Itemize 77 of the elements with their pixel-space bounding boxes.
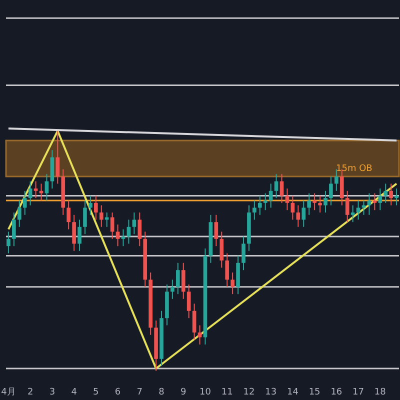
candlestick bbox=[50, 150, 54, 189]
x-tick-label: 6 bbox=[114, 388, 121, 398]
candlestick bbox=[285, 188, 290, 211]
candlestick bbox=[88, 195, 92, 216]
candlestick bbox=[220, 231, 224, 268]
candlestick bbox=[170, 279, 174, 300]
x-tick-label: 16 bbox=[330, 388, 342, 398]
candlestick bbox=[252, 200, 256, 220]
x-tick-label: 11 bbox=[221, 388, 233, 398]
candlestick bbox=[132, 212, 136, 235]
x-tick-label: 8 bbox=[158, 388, 165, 398]
x-tick-label: 15 bbox=[308, 388, 320, 398]
candlestick bbox=[214, 214, 218, 247]
candlestick bbox=[324, 190, 328, 213]
candlestick bbox=[121, 228, 126, 247]
x-tick-label: 13 bbox=[265, 388, 277, 398]
candlestick bbox=[72, 214, 76, 252]
candlestick bbox=[17, 200, 22, 228]
x-tick-label: 7 bbox=[136, 388, 143, 398]
candlestick bbox=[242, 236, 246, 271]
candlestick bbox=[389, 183, 393, 206]
candlestick bbox=[307, 192, 311, 216]
x-tick-label: 14 bbox=[286, 388, 299, 398]
candlestick bbox=[198, 324, 202, 345]
candlestick bbox=[236, 255, 240, 295]
candlestick bbox=[290, 195, 295, 220]
candlestick bbox=[384, 183, 388, 204]
x-tick-label: 5 bbox=[93, 388, 99, 398]
annotation: 15m OB bbox=[336, 164, 372, 174]
candlestick bbox=[39, 183, 44, 201]
x-tick-label: 17 bbox=[352, 388, 364, 398]
candlestick bbox=[66, 200, 70, 230]
x-tick-label: 2 bbox=[27, 388, 34, 398]
candlestick bbox=[181, 262, 186, 300]
x-tick-label: 3 bbox=[49, 388, 56, 398]
candlestick bbox=[230, 272, 234, 295]
candlestick bbox=[318, 195, 322, 213]
x-tick-label: 9 bbox=[180, 388, 186, 398]
candlestick bbox=[56, 130, 60, 184]
candlestick bbox=[192, 303, 196, 340]
candlestick bbox=[312, 192, 316, 211]
candlestick bbox=[126, 219, 131, 244]
candlestick bbox=[356, 200, 360, 220]
candlestick bbox=[394, 188, 398, 206]
candlestick bbox=[94, 195, 98, 220]
candlestick bbox=[138, 212, 142, 247]
candlestick bbox=[99, 204, 104, 228]
candlestick bbox=[176, 262, 180, 295]
x-tick-label: 10 bbox=[200, 388, 212, 398]
candlestick bbox=[44, 174, 49, 201]
candlestick bbox=[263, 192, 268, 211]
x-tick-label: 4 bbox=[71, 388, 78, 398]
candlestick bbox=[345, 190, 350, 223]
x-tick-label: 12 bbox=[243, 388, 255, 398]
x-tick-label: 18 bbox=[374, 388, 386, 398]
candlestick bbox=[28, 180, 32, 206]
candlestick bbox=[225, 252, 230, 288]
candlestick bbox=[22, 190, 27, 216]
candlestick bbox=[378, 188, 382, 211]
candlestick bbox=[186, 284, 191, 319]
x-tick-label: 4月 bbox=[1, 388, 16, 398]
candlestick bbox=[296, 204, 300, 228]
candlestick bbox=[116, 224, 120, 247]
candlestick bbox=[78, 219, 82, 252]
candlestick bbox=[329, 176, 333, 206]
candlestick bbox=[83, 200, 87, 235]
candlestick bbox=[302, 200, 306, 228]
candlestick bbox=[268, 183, 273, 208]
candlestick bbox=[372, 192, 377, 211]
candlestick bbox=[12, 212, 16, 247]
candlestick bbox=[258, 195, 262, 216]
candlestick bbox=[334, 168, 338, 192]
candlestick bbox=[6, 231, 10, 254]
candlestick bbox=[367, 192, 372, 216]
candlestick bbox=[274, 174, 278, 199]
candlestick bbox=[34, 180, 38, 199]
candlestick bbox=[350, 204, 355, 223]
